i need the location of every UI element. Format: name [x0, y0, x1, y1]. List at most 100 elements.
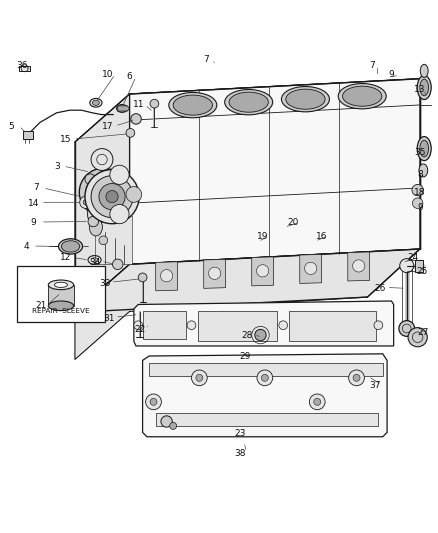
Text: 33: 33	[99, 279, 110, 288]
Circle shape	[138, 273, 147, 282]
Circle shape	[309, 394, 325, 410]
Ellipse shape	[89, 219, 102, 236]
Text: 9: 9	[31, 219, 36, 228]
Circle shape	[126, 128, 135, 138]
Bar	[143, 311, 186, 340]
Circle shape	[91, 176, 133, 217]
Text: 35: 35	[414, 149, 426, 157]
Circle shape	[79, 168, 127, 216]
Circle shape	[126, 187, 142, 203]
Circle shape	[110, 205, 129, 224]
Text: 29: 29	[240, 351, 251, 360]
Text: 37: 37	[370, 381, 381, 390]
Polygon shape	[75, 94, 130, 312]
Bar	[155, 413, 378, 426]
Ellipse shape	[48, 280, 74, 289]
Ellipse shape	[286, 89, 325, 109]
Ellipse shape	[420, 79, 428, 96]
Text: 21: 21	[35, 301, 46, 310]
Text: 19: 19	[257, 232, 268, 241]
Polygon shape	[95, 216, 132, 264]
Circle shape	[88, 216, 99, 227]
Circle shape	[134, 321, 143, 329]
Polygon shape	[19, 66, 30, 71]
Circle shape	[86, 175, 121, 210]
Circle shape	[196, 374, 203, 381]
Polygon shape	[75, 249, 420, 359]
Circle shape	[99, 236, 108, 245]
Text: 27: 27	[418, 328, 429, 337]
Circle shape	[99, 183, 125, 210]
Circle shape	[91, 149, 113, 171]
Text: 14: 14	[28, 199, 39, 208]
Circle shape	[110, 165, 129, 184]
Text: 5: 5	[9, 122, 14, 131]
Circle shape	[113, 259, 123, 270]
Circle shape	[85, 174, 95, 184]
Text: 34: 34	[89, 257, 100, 266]
Polygon shape	[118, 106, 130, 111]
Circle shape	[80, 196, 92, 208]
Polygon shape	[204, 260, 226, 288]
Text: 24: 24	[408, 253, 419, 262]
Circle shape	[261, 374, 268, 381]
Ellipse shape	[59, 239, 82, 254]
Circle shape	[85, 169, 139, 224]
Text: 9: 9	[389, 70, 394, 79]
Text: 25: 25	[417, 267, 428, 276]
Text: 12: 12	[60, 253, 71, 262]
Ellipse shape	[338, 84, 386, 109]
Circle shape	[349, 370, 364, 386]
Circle shape	[208, 267, 221, 279]
Ellipse shape	[54, 282, 67, 287]
Text: 38: 38	[234, 449, 246, 458]
Text: 9: 9	[417, 203, 423, 212]
Polygon shape	[155, 262, 177, 291]
Text: 7: 7	[34, 183, 39, 192]
Polygon shape	[48, 285, 74, 306]
Text: 7: 7	[203, 54, 209, 63]
Bar	[289, 311, 376, 341]
Circle shape	[106, 190, 118, 203]
Text: 10: 10	[102, 70, 113, 79]
Circle shape	[408, 328, 427, 347]
Text: 31: 31	[103, 313, 115, 322]
Circle shape	[353, 374, 360, 381]
Circle shape	[83, 200, 88, 205]
Polygon shape	[130, 79, 420, 264]
Circle shape	[255, 329, 266, 341]
Polygon shape	[300, 254, 321, 284]
Circle shape	[257, 265, 269, 277]
Text: 16: 16	[316, 232, 327, 241]
Ellipse shape	[229, 92, 268, 112]
Circle shape	[257, 370, 273, 386]
Circle shape	[304, 262, 317, 274]
Circle shape	[160, 270, 173, 282]
Text: 6: 6	[127, 72, 132, 81]
Ellipse shape	[48, 301, 74, 311]
Polygon shape	[416, 260, 424, 272]
Text: 17: 17	[102, 122, 113, 131]
Ellipse shape	[92, 100, 99, 106]
Circle shape	[413, 198, 423, 208]
Polygon shape	[134, 301, 394, 346]
Circle shape	[400, 259, 414, 272]
Circle shape	[131, 114, 141, 124]
Ellipse shape	[225, 90, 273, 115]
Circle shape	[170, 422, 177, 430]
Circle shape	[150, 99, 159, 108]
Circle shape	[314, 398, 321, 405]
Circle shape	[161, 416, 172, 427]
Polygon shape	[22, 131, 33, 139]
Ellipse shape	[420, 64, 428, 77]
Ellipse shape	[169, 92, 217, 118]
Polygon shape	[143, 354, 387, 437]
Circle shape	[191, 370, 207, 386]
Circle shape	[95, 184, 111, 200]
Ellipse shape	[282, 86, 329, 112]
Ellipse shape	[173, 95, 212, 115]
Text: 26: 26	[375, 284, 386, 293]
Text: 11: 11	[132, 100, 144, 109]
Ellipse shape	[417, 136, 431, 160]
Ellipse shape	[61, 241, 80, 252]
